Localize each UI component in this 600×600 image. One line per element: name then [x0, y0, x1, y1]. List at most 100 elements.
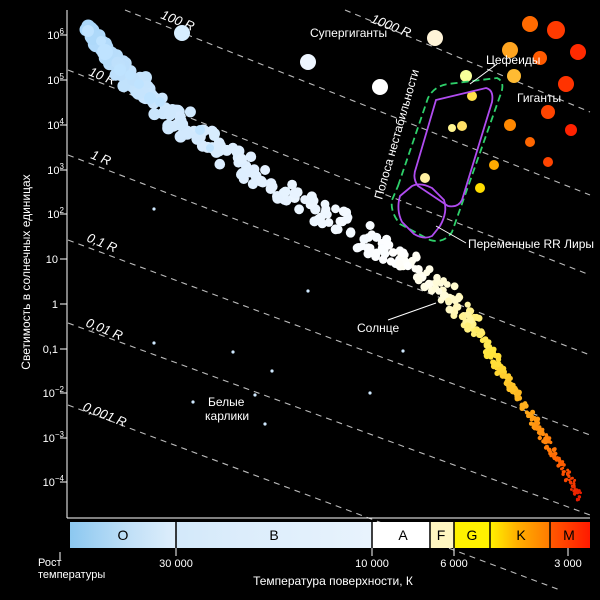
spectral-class-bar: O B A F G K M [70, 522, 590, 548]
y-tick-label: 10−4 [43, 474, 65, 489]
main-sequence-star [470, 331, 477, 338]
instability-strip-outline [390, 77, 504, 242]
main-sequence-star [573, 478, 577, 482]
main-sequence-star [483, 342, 491, 349]
main-sequence-star [466, 316, 474, 324]
axes [66, 10, 590, 519]
main-sequence-star [365, 243, 375, 253]
main-sequence-star [175, 119, 187, 131]
y-tick-label: 10−3 [43, 430, 65, 445]
giant-star [558, 76, 574, 92]
main-sequence-star [162, 122, 175, 135]
white-dwarf [306, 289, 310, 293]
main-sequence-star [499, 372, 506, 379]
x-tick-6000: 6 000 [440, 558, 468, 570]
main-sequence-star [398, 248, 408, 258]
main-sequence-star [439, 291, 449, 300]
main-sequence-star [435, 288, 443, 295]
main-sequence-star [561, 466, 565, 470]
main-sequence-star [358, 242, 367, 251]
hot-star [114, 64, 126, 76]
rr-lyrae-pointer [435, 225, 467, 244]
giant-star [467, 91, 477, 101]
spectral-band-a [372, 522, 430, 548]
main-sequence-star [464, 322, 471, 329]
main-sequence-star [236, 153, 247, 165]
giant-star [543, 157, 553, 167]
y-tick-marks [60, 34, 67, 483]
main-sequence-star [568, 478, 571, 482]
hot-star [195, 125, 205, 135]
main-sequence-star [464, 301, 471, 308]
main-sequence-star [148, 108, 161, 121]
radius-line-1000 [344, 9, 591, 113]
main-sequence-star [575, 489, 578, 492]
main-sequence-star [371, 252, 380, 261]
giant-star [420, 173, 430, 183]
white-dwarf [253, 393, 257, 397]
giant-star [570, 44, 586, 60]
giant-star [541, 105, 555, 119]
annotation-pointers [387, 63, 498, 321]
spectral-band-m [550, 522, 590, 548]
main-sequence-star [163, 108, 176, 121]
rr-lyrae-label: Переменные RR Лиры [468, 237, 594, 251]
y-tick-label: 105 [47, 72, 64, 87]
radius-line-001 [67, 322, 591, 516]
main-sequence-star [566, 472, 569, 475]
main-sequence-star [414, 276, 423, 285]
white-dwarf [152, 207, 156, 211]
main-sequence-star [507, 382, 513, 388]
temperature-direction: Рост температуры [38, 552, 105, 581]
main-sequence-star [454, 294, 463, 303]
spectral-label-b: B [269, 527, 278, 543]
main-sequence-star [443, 281, 451, 288]
main-sequence-star [530, 410, 535, 415]
spectral-label-f: F [437, 527, 446, 543]
main-sequence-star [414, 265, 423, 274]
main-sequence-star [514, 396, 520, 402]
cepheid-pointer [469, 63, 498, 85]
y-tick-label: 103 [47, 162, 64, 177]
y-tick-label: 104 [47, 117, 64, 132]
giant-star [457, 121, 467, 131]
main-sequence-star [575, 498, 579, 502]
main-sequence-star [491, 361, 498, 368]
giant-star [427, 30, 443, 46]
main-sequence-star [570, 477, 573, 480]
main-sequence-star [287, 179, 297, 190]
main-sequence-star [577, 495, 581, 498]
x-tick-30000: 30 000 [159, 558, 193, 570]
hot-star [96, 36, 106, 46]
main-sequence-star [309, 216, 320, 227]
hot-star [125, 70, 135, 80]
x-direction-label-1: Рост [38, 557, 62, 569]
giant-star [460, 70, 472, 82]
main-sequence-star [412, 251, 420, 260]
main-sequence-star [551, 447, 557, 452]
white-dwarf [270, 369, 274, 373]
hot-star [155, 97, 165, 107]
y-tick-label: 106 [47, 27, 64, 42]
main-sequence-star [570, 488, 573, 491]
main-sequence-star [549, 440, 553, 445]
giant-star [174, 25, 190, 41]
main-sequence-star [544, 433, 548, 437]
main-sequence-star [566, 468, 570, 472]
main-sequence-star [371, 232, 381, 242]
main-sequence-star [545, 446, 550, 450]
y-tick-label: 10 [46, 254, 58, 266]
main-sequence-star [450, 282, 459, 291]
giant-star [533, 51, 547, 65]
main-sequence-star [578, 491, 582, 494]
main-sequence-star [482, 336, 489, 343]
giants-label: Гиганты [517, 91, 561, 105]
main-sequence-star [365, 221, 375, 230]
main-sequence-star [524, 410, 530, 415]
main-sequence-star [568, 480, 573, 484]
spectral-band-k [490, 522, 550, 548]
main-sequence-star [488, 352, 495, 359]
main-sequence-star [247, 178, 258, 190]
main-sequence-star [260, 165, 271, 175]
